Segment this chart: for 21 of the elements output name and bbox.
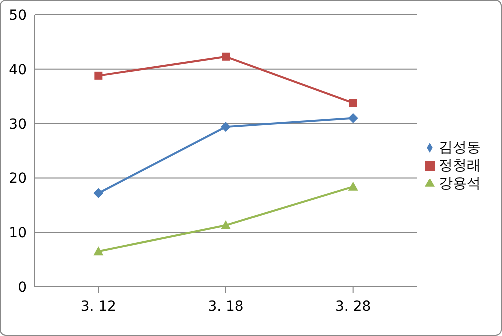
point xyxy=(221,220,231,230)
y-tick-label: 50 xyxy=(9,8,27,24)
point xyxy=(222,52,230,61)
legend-label: 정청래 xyxy=(439,158,481,174)
point xyxy=(94,188,104,198)
legend-label: 김성동 xyxy=(439,140,481,156)
x-tick-label: 3. 28 xyxy=(336,298,372,315)
y-tick-label: 0 xyxy=(18,280,27,296)
x-tick-label: 3. 18 xyxy=(208,298,244,315)
y-tick-label: 40 xyxy=(9,62,27,78)
x-tick-label: 3. 12 xyxy=(80,298,116,315)
y-tick-label: 10 xyxy=(9,226,27,242)
y-tick-label: 20 xyxy=(9,171,27,188)
y-tick-label: 30 xyxy=(9,116,27,133)
legend-label: 강용석 xyxy=(439,176,481,192)
point xyxy=(94,246,104,256)
point xyxy=(221,122,231,132)
point xyxy=(348,113,358,124)
point xyxy=(349,99,358,108)
point xyxy=(348,182,358,191)
point xyxy=(94,72,103,80)
